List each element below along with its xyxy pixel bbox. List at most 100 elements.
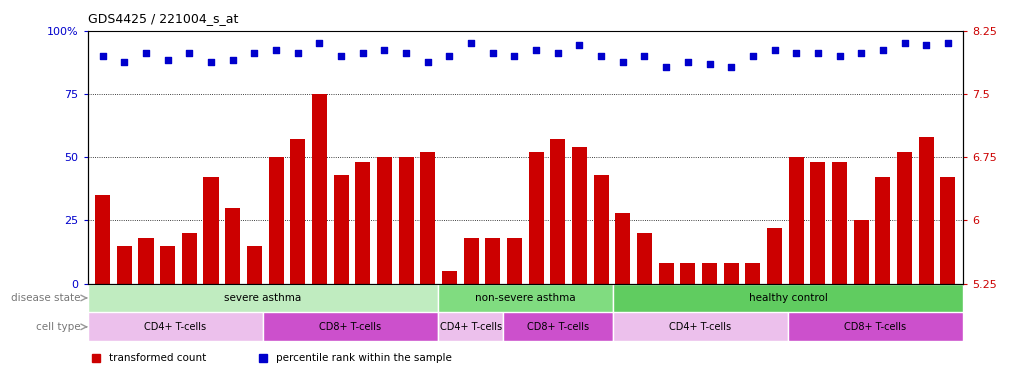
Bar	[876, 177, 891, 283]
Text: GDS4425 / 221004_s_at: GDS4425 / 221004_s_at	[88, 12, 238, 25]
Bar	[550, 139, 565, 283]
Point	[462, 40, 479, 46]
Point	[203, 59, 219, 65]
Point	[658, 64, 675, 70]
Point	[701, 61, 718, 68]
Bar	[788, 313, 963, 341]
Bar	[572, 147, 587, 283]
Point	[484, 50, 501, 56]
Point	[593, 53, 610, 59]
Bar	[138, 238, 153, 283]
Bar	[88, 313, 263, 341]
Bar	[438, 283, 613, 313]
Bar	[897, 152, 913, 283]
Bar	[811, 162, 825, 283]
Text: CD4+ T-cells: CD4+ T-cells	[144, 322, 206, 332]
Point	[637, 53, 653, 59]
Point	[939, 40, 956, 46]
Point	[333, 53, 349, 59]
Point	[680, 59, 696, 65]
Point	[311, 40, 328, 46]
Bar	[767, 228, 782, 283]
Point	[160, 57, 176, 63]
Point	[95, 53, 111, 59]
Text: disease state: disease state	[11, 293, 81, 303]
Point	[874, 47, 891, 53]
Bar	[528, 152, 544, 283]
Bar	[940, 177, 956, 283]
Point	[225, 57, 241, 63]
Text: CD8+ T-cells: CD8+ T-cells	[845, 322, 906, 332]
Bar	[789, 157, 803, 283]
Bar	[746, 263, 760, 283]
Point	[181, 50, 198, 56]
Point	[572, 42, 588, 48]
Bar	[355, 162, 371, 283]
Point	[853, 50, 869, 56]
Bar	[377, 157, 392, 283]
Bar	[615, 213, 630, 283]
Bar	[464, 238, 479, 283]
Point	[268, 47, 284, 53]
Bar	[485, 238, 501, 283]
Point	[810, 50, 826, 56]
Bar	[658, 263, 674, 283]
Bar	[724, 263, 739, 283]
Text: percentile rank within the sample: percentile rank within the sample	[276, 353, 452, 363]
Point	[918, 42, 934, 48]
Bar	[507, 238, 522, 283]
Bar	[399, 157, 414, 283]
Bar	[95, 195, 110, 283]
Bar	[312, 94, 327, 283]
Text: CD8+ T-cells: CD8+ T-cells	[319, 322, 381, 332]
Bar	[247, 246, 262, 283]
Point	[441, 53, 457, 59]
Point	[354, 50, 371, 56]
Bar	[160, 246, 175, 283]
Bar	[334, 175, 349, 283]
Point	[550, 50, 566, 56]
Bar	[442, 271, 457, 283]
Point	[745, 53, 761, 59]
Bar	[204, 177, 218, 283]
Bar	[504, 313, 613, 341]
Point	[723, 64, 740, 70]
Point	[615, 59, 631, 65]
Bar	[701, 263, 717, 283]
Text: non-severe asthma: non-severe asthma	[475, 293, 576, 303]
Point	[138, 50, 154, 56]
Bar	[832, 162, 847, 283]
Bar	[438, 313, 504, 341]
Bar	[613, 283, 963, 313]
Point	[528, 47, 545, 53]
Bar	[269, 157, 283, 283]
Point	[419, 59, 436, 65]
Bar	[263, 313, 438, 341]
Text: CD4+ T-cells: CD4+ T-cells	[440, 322, 502, 332]
Bar	[116, 246, 132, 283]
Point	[506, 53, 522, 59]
Point	[831, 53, 848, 59]
Text: CD4+ T-cells: CD4+ T-cells	[670, 322, 731, 332]
Bar	[593, 175, 609, 283]
Point	[766, 47, 783, 53]
Bar	[919, 137, 934, 283]
Point	[289, 50, 306, 56]
Point	[246, 50, 263, 56]
Bar	[88, 283, 438, 313]
Point	[376, 47, 392, 53]
Point	[896, 40, 913, 46]
Text: transformed count: transformed count	[109, 353, 207, 363]
Text: cell type: cell type	[36, 322, 81, 332]
Point	[116, 59, 133, 65]
Bar	[854, 220, 868, 283]
Text: severe asthma: severe asthma	[225, 293, 302, 303]
Text: healthy control: healthy control	[749, 293, 827, 303]
Bar	[182, 233, 197, 283]
Bar	[680, 263, 695, 283]
Bar	[290, 139, 305, 283]
Bar	[613, 313, 788, 341]
Point	[398, 50, 414, 56]
Bar	[637, 233, 652, 283]
Text: CD8+ T-cells: CD8+ T-cells	[527, 322, 589, 332]
